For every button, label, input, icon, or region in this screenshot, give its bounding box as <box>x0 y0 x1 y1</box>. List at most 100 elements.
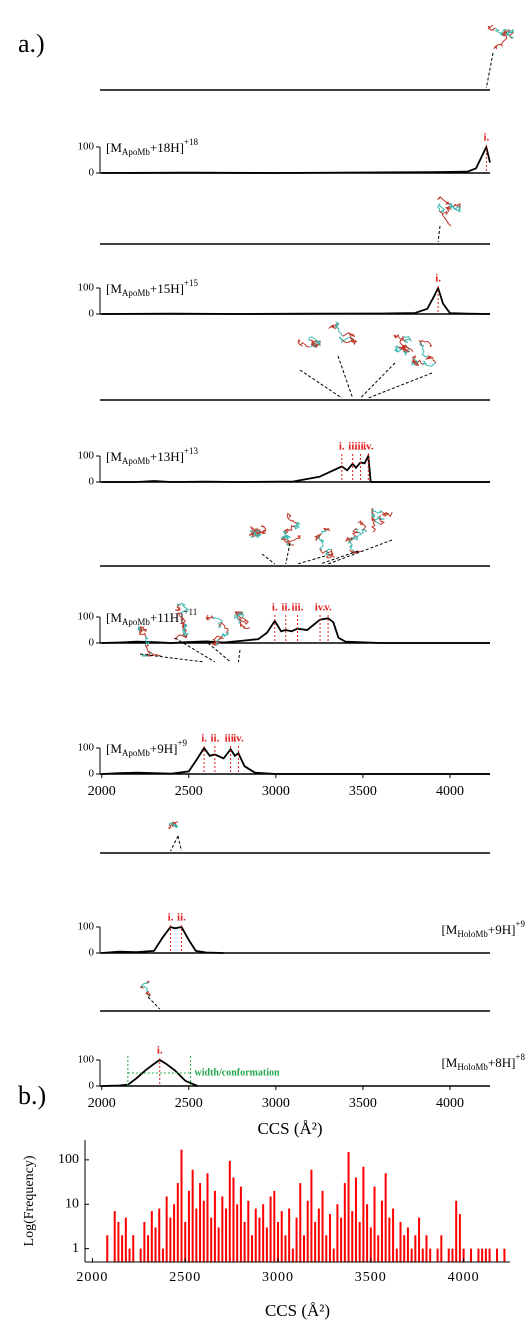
structure <box>393 345 403 353</box>
bar <box>484 1248 487 1262</box>
bar <box>124 1217 127 1262</box>
structure <box>393 333 404 341</box>
structure <box>205 614 215 621</box>
structure <box>319 548 334 557</box>
structure <box>326 549 335 559</box>
structure <box>381 511 393 518</box>
bar <box>295 1217 298 1262</box>
bar <box>410 1248 413 1262</box>
structure-link <box>485 52 494 89</box>
bar <box>143 1221 146 1262</box>
bar <box>351 1211 354 1262</box>
x-tick-label: 3500 <box>349 1096 377 1111</box>
bar <box>265 1227 268 1262</box>
bar <box>165 1196 168 1262</box>
structure <box>493 35 508 50</box>
structure <box>138 625 147 633</box>
structure <box>236 613 243 624</box>
ion-prefix: [M <box>106 281 122 296</box>
structure-link <box>337 355 354 399</box>
x-tick-label: 3500 <box>355 1270 387 1285</box>
ion-main: +8H] <box>488 1055 516 1070</box>
x-tick-label: 2500 <box>175 784 203 799</box>
structure-link <box>147 996 161 1010</box>
bar <box>317 1208 320 1262</box>
bar <box>239 1186 242 1262</box>
x-tick-label: 2000 <box>88 1096 116 1111</box>
x-tick-label: 2500 <box>169 1270 201 1285</box>
bar <box>503 1248 506 1262</box>
bar <box>187 1190 190 1262</box>
bar <box>451 1248 454 1262</box>
bar <box>421 1248 424 1262</box>
structure <box>239 621 250 630</box>
bar <box>414 1235 417 1262</box>
ion-prefix: [M <box>106 610 122 625</box>
peak-label: iv. <box>363 441 374 453</box>
ion-label: [MApoMb+11H]+11 <box>106 607 197 627</box>
structure <box>502 29 508 37</box>
bar <box>132 1235 135 1262</box>
y-tick-label: 0 <box>89 768 95 780</box>
bar <box>173 1204 176 1262</box>
panel-label: b.) <box>18 1081 46 1110</box>
peak-label: iv. <box>315 602 326 614</box>
y-tick-label: 10 <box>65 1196 79 1211</box>
x-tick-label: 4000 <box>436 784 464 799</box>
bar <box>470 1248 473 1262</box>
y-tick-label: 0 <box>89 167 95 179</box>
structure-link <box>297 555 326 565</box>
structure <box>212 617 223 629</box>
panel-label: a.) <box>18 29 45 58</box>
structure <box>141 985 149 993</box>
bar <box>306 1200 309 1262</box>
trace <box>101 144 491 174</box>
structure <box>349 534 359 541</box>
ion-label: [MApoMb+15H]+15 <box>106 278 199 298</box>
bar <box>392 1208 395 1262</box>
structure <box>371 507 383 514</box>
structure <box>293 521 301 530</box>
structure <box>140 981 149 988</box>
structure <box>177 612 188 627</box>
x-tick-label: 3000 <box>262 1096 290 1111</box>
bar <box>258 1217 261 1262</box>
bar <box>325 1235 328 1262</box>
bar <box>217 1227 220 1262</box>
bar <box>395 1248 398 1262</box>
structure-link <box>207 642 231 663</box>
structure-link <box>285 542 291 565</box>
structure <box>402 335 412 344</box>
bar <box>455 1200 458 1262</box>
y-tick-label: 0 <box>89 637 95 649</box>
x-tick-label: 3000 <box>262 1270 294 1285</box>
bar <box>232 1177 235 1262</box>
peak-label: i. <box>272 602 278 614</box>
structure-link <box>261 553 276 565</box>
y-tick-label: 100 <box>78 282 95 294</box>
structure <box>398 344 409 351</box>
structure <box>505 28 514 39</box>
x-tick-label: 2500 <box>175 1096 203 1111</box>
peak-label: ii. <box>177 912 186 924</box>
bar <box>302 1235 305 1262</box>
structure <box>349 549 362 554</box>
structure <box>182 628 190 639</box>
ion-label: [MApoMb+9H]+9 <box>106 738 188 758</box>
structure <box>424 355 437 364</box>
ion-sub: HoloMb <box>457 929 488 939</box>
x-tick-label: 4000 <box>436 1096 464 1111</box>
structure <box>421 360 437 367</box>
structure <box>147 992 151 997</box>
structure-link <box>437 225 441 243</box>
bar <box>366 1204 369 1262</box>
structure <box>212 635 224 643</box>
bar <box>117 1221 120 1262</box>
bar <box>328 1214 331 1262</box>
bar <box>436 1248 439 1262</box>
bar <box>332 1248 335 1262</box>
structure <box>144 644 153 655</box>
structure <box>342 332 356 338</box>
